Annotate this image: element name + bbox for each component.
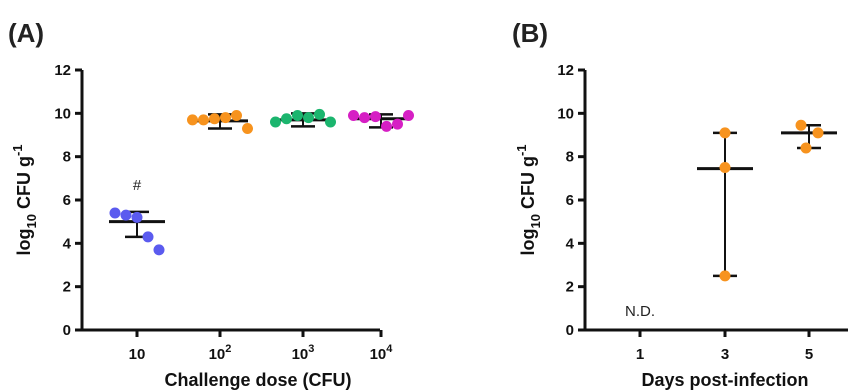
x-tick-label-base: 10 (292, 346, 309, 363)
x-tick-label-base: 10 (209, 346, 226, 363)
x-tick-label: 10 (129, 346, 146, 363)
y-axis-title: log10 CFU g-1 (10, 144, 39, 255)
group-1: N.D. (625, 303, 655, 320)
data-point (325, 116, 336, 128)
group-annotation: N.D. (625, 303, 655, 320)
y-axis-title-superscript: -1 (514, 144, 529, 156)
y-axis-title: log10 CFU g-1 (514, 144, 543, 255)
y-tick-label: 8 (566, 149, 574, 166)
x-tick-label-superscript: 3 (308, 343, 314, 355)
data-point (812, 127, 824, 139)
y-tick-label: 12 (557, 62, 574, 79)
data-point (348, 110, 359, 121)
y-tick-label: 0 (63, 322, 71, 339)
x-axis-title: Challenge dose (CFU) (164, 370, 351, 390)
y-tick-label: 8 (63, 149, 71, 166)
y-axis-title-superscript: -1 (10, 144, 25, 156)
group-3 (270, 108, 336, 128)
x-axis-title: Days post-infection (641, 370, 808, 390)
group-4 (348, 110, 414, 132)
y-axis-title-base: log (14, 229, 34, 256)
y-tick-label: 2 (63, 279, 71, 296)
data-point (719, 127, 731, 139)
y-axis-title-unit: CFU g (14, 156, 34, 214)
x-tick-label-base: 1 (636, 346, 644, 363)
data-point (281, 113, 292, 125)
y-tick-label: 6 (63, 192, 71, 209)
data-point (292, 110, 303, 121)
data-point (381, 120, 392, 132)
data-point (303, 112, 314, 124)
data-point (209, 113, 220, 125)
data-point (270, 116, 281, 128)
x-tick-label-base: 3 (721, 346, 729, 363)
data-point (719, 162, 731, 173)
x-tick-label: 5 (805, 346, 813, 363)
y-tick-label: 4 (566, 235, 575, 252)
y-tick-label: 10 (54, 105, 71, 122)
panel-label: (B) (512, 18, 548, 48)
data-point (120, 209, 132, 221)
data-point (800, 142, 812, 154)
data-point (231, 110, 242, 121)
y-tick-label: 4 (63, 235, 72, 252)
x-tick-label: 103 (292, 343, 315, 363)
y-tick-label: 0 (566, 322, 574, 339)
y-tick-label: 6 (566, 192, 574, 209)
data-point (795, 119, 807, 131)
x-tick-label-base: 5 (805, 346, 813, 363)
x-tick-label: 104 (370, 343, 394, 363)
group-3 (781, 119, 837, 154)
data-point (314, 108, 325, 120)
data-point (392, 118, 403, 130)
y-axis-title-subscript: 10 (528, 214, 543, 228)
data-point (403, 110, 414, 121)
group-2 (697, 127, 753, 282)
y-tick-label: 2 (566, 279, 574, 296)
data-point (131, 211, 143, 223)
x-tick-label: 3 (721, 346, 729, 363)
y-tick-label: 12 (54, 62, 71, 79)
data-point (719, 270, 731, 282)
x-tick-label: 102 (209, 343, 232, 363)
panel-label: (A) (8, 18, 44, 48)
data-point (187, 114, 198, 126)
x-tick-label: 1 (636, 346, 644, 363)
group-2 (187, 110, 253, 134)
x-tick-label-base: 10 (370, 346, 387, 363)
data-point (370, 111, 381, 123)
data-point (242, 123, 253, 134)
y-axis-title-unit: CFU g (518, 156, 538, 214)
data-point (220, 112, 231, 124)
group-1: # (109, 177, 165, 256)
data-point (142, 231, 154, 243)
data-point (359, 112, 370, 124)
data-point (153, 244, 165, 256)
y-axis-title-base: log (518, 229, 538, 256)
x-tick-label-superscript: 4 (386, 343, 393, 355)
y-axis-title-subscript: 10 (24, 214, 39, 228)
y-tick-label: 10 (557, 105, 574, 122)
x-tick-label-base: 10 (129, 346, 146, 363)
group-annotation: # (133, 177, 142, 194)
data-point (198, 114, 209, 126)
x-tick-label-superscript: 2 (225, 343, 231, 355)
data-point (109, 207, 121, 219)
